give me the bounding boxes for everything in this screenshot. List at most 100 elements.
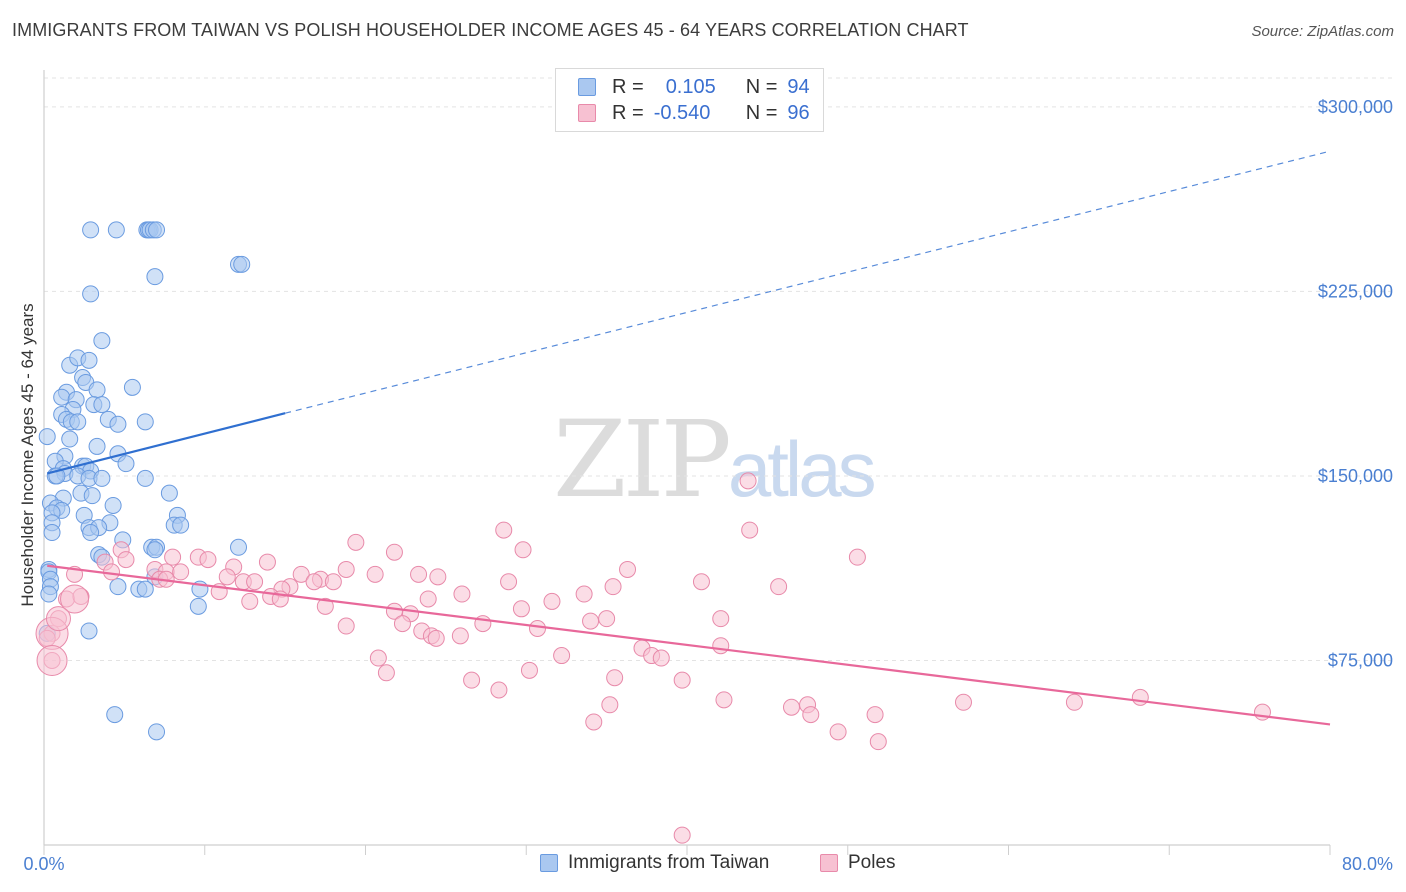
y-tick-label: $150,000 [1318,466,1393,486]
poles-point [582,612,600,630]
x-tick-label: 80.0% [1342,854,1393,874]
poles-point [451,627,469,645]
taiwan-point [80,351,98,369]
poles-point [337,560,355,578]
poles-point [500,573,518,591]
taiwan-point [146,268,164,286]
taiwan-point [148,221,166,239]
taiwan-point [82,221,100,239]
poles-point [164,548,182,566]
taiwan-point [38,428,56,446]
poles-point [347,533,365,551]
poles-point [495,521,513,539]
poles-point [45,606,71,632]
taiwan-point [83,487,101,505]
y-tick-label: $75,000 [1328,650,1393,670]
poles-point [218,568,236,586]
taiwan-point [82,524,100,542]
poles-point [848,548,866,566]
taiwan-point [172,516,190,534]
taiwan-trendline [46,412,286,475]
y-tick-label: $225,000 [1318,281,1393,301]
poles-point [869,733,887,751]
poles-point [529,619,547,637]
poles-point [520,661,538,679]
legend-row-poles: R = -0.540 N = 96 [578,101,810,125]
n-value: 94 [787,75,810,98]
poles-point [673,826,691,844]
poles-point [292,565,310,583]
poles-point [598,610,616,628]
legend-row-taiwan: R = 0.105 N = 94 [578,75,810,99]
taiwan-point [93,396,111,414]
taiwan-point [107,221,125,239]
poles-point [585,713,603,731]
poles-point [514,541,532,559]
taiwan-point [104,496,122,514]
poles-point [369,649,387,667]
taiwan-point [123,378,141,396]
poles-point [692,573,710,591]
legend-swatch-poles [578,104,596,122]
r-label: R = [612,75,644,98]
taiwan-point [117,455,135,473]
poles-point [712,610,730,628]
poles-point [543,592,561,610]
taiwan-point [148,723,166,741]
taiwan-point [88,437,106,455]
zipatlas-watermark: ZIPatlas [553,398,877,521]
poles-point [512,600,530,618]
poles-point [553,647,571,665]
poles-point [60,584,90,614]
poles-point [802,706,820,724]
poles-point [246,573,264,591]
taiwan-point [109,578,127,596]
correlation-legend: R = 0.105 N = 94 R = -0.540 N = 96 [555,68,824,132]
taiwan-point [40,585,58,603]
legend-swatch-poles [820,854,838,872]
y-tick-label: $300,000 [1318,97,1393,117]
poles-point [1065,693,1083,711]
taiwan-point [69,413,87,431]
poles-point [258,553,276,571]
poles-point [36,644,68,676]
taiwan-point [82,285,100,303]
taiwan-point [61,430,79,448]
poles-point [652,649,670,667]
taiwan-point [160,484,178,502]
poles-point [782,698,800,716]
n-value: 96 [787,101,810,124]
poles-point [172,563,190,581]
taiwan-point [136,413,154,431]
poles-point [619,560,637,578]
n-label: N = [745,75,778,98]
poles-point [606,669,624,687]
poles-point [324,573,342,591]
poles-trendline [47,564,1331,726]
taiwan-trendline-extension [284,150,1331,414]
series-legend: Immigrants from Taiwan Poles [0,852,1406,878]
r-value: 0.105 [665,75,716,98]
poles-point [117,551,135,569]
taiwan-point [146,541,164,559]
poles-point [712,637,730,655]
n-label: N = [745,101,778,124]
poles-point [954,693,972,711]
poles-point [410,565,428,583]
legend-item-taiwan: Immigrants from Taiwan [540,852,769,874]
poles-point [366,565,384,583]
taiwan-point [93,469,111,487]
taiwan-point [136,580,154,598]
poles-point [829,723,847,741]
taiwan-point [106,706,124,724]
legend-item-poles: Poles [820,852,896,874]
taiwan-point [230,538,248,556]
poles-point [715,691,733,709]
legend-swatch-taiwan [578,78,596,96]
poles-point [427,629,445,647]
legend-label-poles: Poles [848,852,896,873]
poles-point [241,592,259,610]
poles-point [103,563,121,581]
x-tick-label: 0.0% [23,854,64,874]
r-label: R = [612,101,644,124]
